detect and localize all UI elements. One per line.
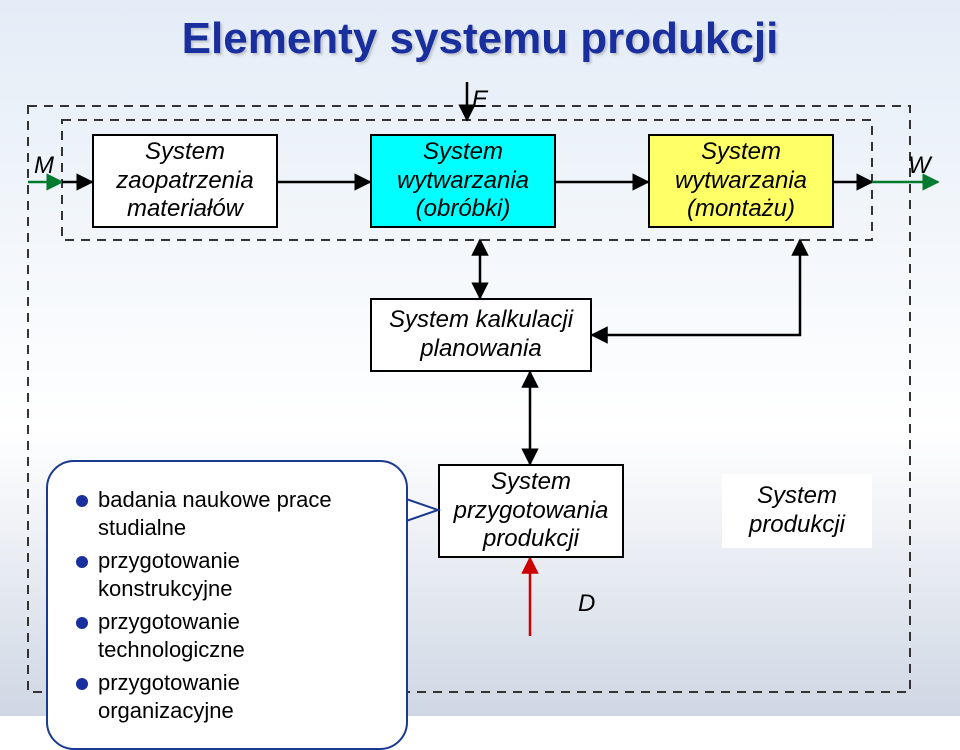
label-w: W	[908, 152, 931, 180]
node-system-produkcji: Systemprodukcji	[722, 474, 872, 548]
label-m: M	[34, 152, 54, 180]
node-wytwarzanie-montaz: Systemwytwarzania(montażu)	[648, 134, 834, 228]
callout-list: badania naukowe prace studialne przygoto…	[76, 486, 378, 724]
node-zaopatrzenie: Systemzaopatrzeniamateriałów	[92, 134, 278, 228]
callout-item: przygotowanie technologiczne	[76, 608, 378, 663]
node-label: System kalkulacjiplanowania	[389, 306, 573, 364]
node-wytwarzanie-obrobka: Systemwytwarzania(obróbki)	[370, 134, 556, 228]
arrow-n4-right-poly	[592, 240, 800, 335]
slide: Elementy systemu produkcji Systemzaopatr…	[0, 0, 960, 716]
callout-item: badania naukowe prace studialne	[76, 486, 378, 541]
callout-bubble: badania naukowe prace studialne przygoto…	[46, 460, 408, 750]
node-label: Systemprodukcji	[749, 482, 845, 540]
label-d: D	[578, 590, 595, 618]
node-label: Systemwytwarzania(montażu)	[675, 138, 807, 224]
node-kalkulacja-planowanie: System kalkulacjiplanowania	[370, 298, 592, 372]
node-label: Systemwytwarzania(obróbki)	[397, 138, 529, 224]
node-label: Systemprzygotowaniaprodukcji	[454, 468, 609, 554]
label-e: E	[472, 86, 488, 114]
node-przygotowanie-produkcji: Systemprzygotowaniaprodukcji	[438, 464, 624, 558]
node-label: Systemzaopatrzeniamateriałów	[116, 138, 253, 224]
callout-item: przygotowanie konstrukcyjne	[76, 547, 378, 602]
